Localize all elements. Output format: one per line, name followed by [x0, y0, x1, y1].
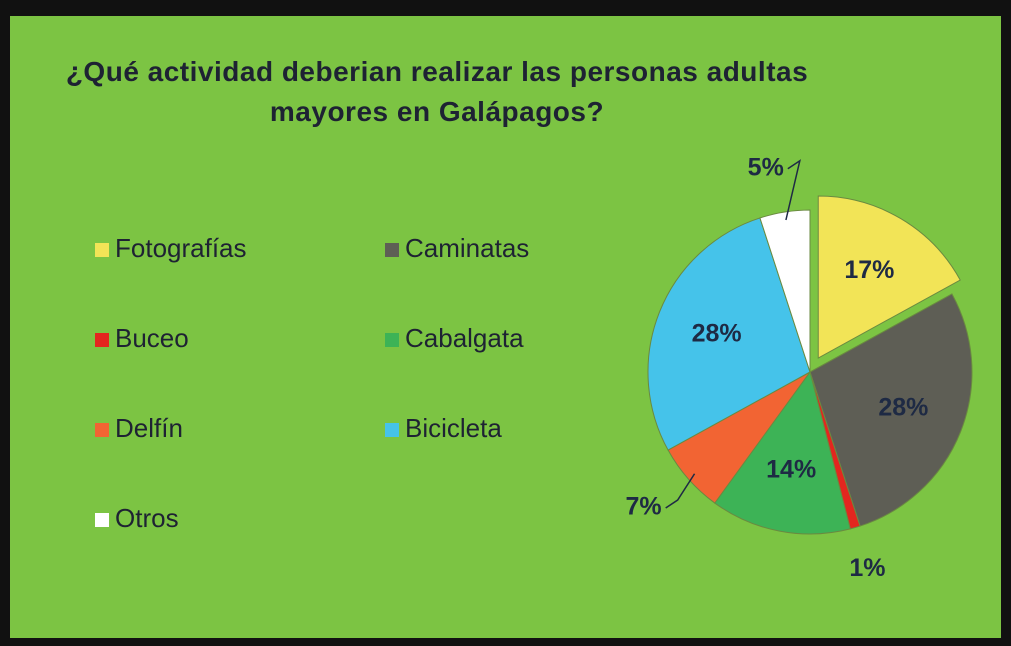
data-label: 14%	[766, 455, 816, 483]
legend-swatch	[95, 423, 109, 437]
legend-label: Bicicleta	[405, 413, 502, 443]
pie-slice	[759, 209, 811, 373]
data-label: 5%	[748, 153, 784, 181]
data-label: 1%	[849, 554, 885, 582]
legend-label: Delfín	[115, 413, 183, 443]
data-label: 28%	[692, 320, 742, 348]
leader-line	[785, 159, 801, 221]
legend-swatch	[385, 423, 399, 437]
pie-slice	[714, 370, 851, 535]
legend-swatch	[385, 243, 399, 257]
legend-label: Caminatas	[405, 233, 529, 263]
pie-slice	[817, 195, 961, 359]
data-label: 7%	[626, 493, 662, 521]
legend-label: Buceo	[115, 323, 189, 353]
data-label: 17%	[844, 256, 894, 284]
data-label: 28%	[878, 394, 928, 422]
legend-swatch	[95, 333, 109, 347]
legend-label: Fotografías	[115, 233, 247, 263]
legend-swatch	[385, 333, 399, 347]
legend-swatch	[95, 243, 109, 257]
leader-line	[665, 473, 696, 509]
legend-label: Cabalgata	[405, 323, 524, 353]
pie-slice	[647, 217, 811, 451]
legend-swatch	[95, 513, 109, 527]
pie-slice	[809, 293, 973, 527]
chart-title: ¿Qué actividad deberian realizar las per…	[65, 56, 809, 127]
legend-label: Otros	[115, 503, 179, 533]
